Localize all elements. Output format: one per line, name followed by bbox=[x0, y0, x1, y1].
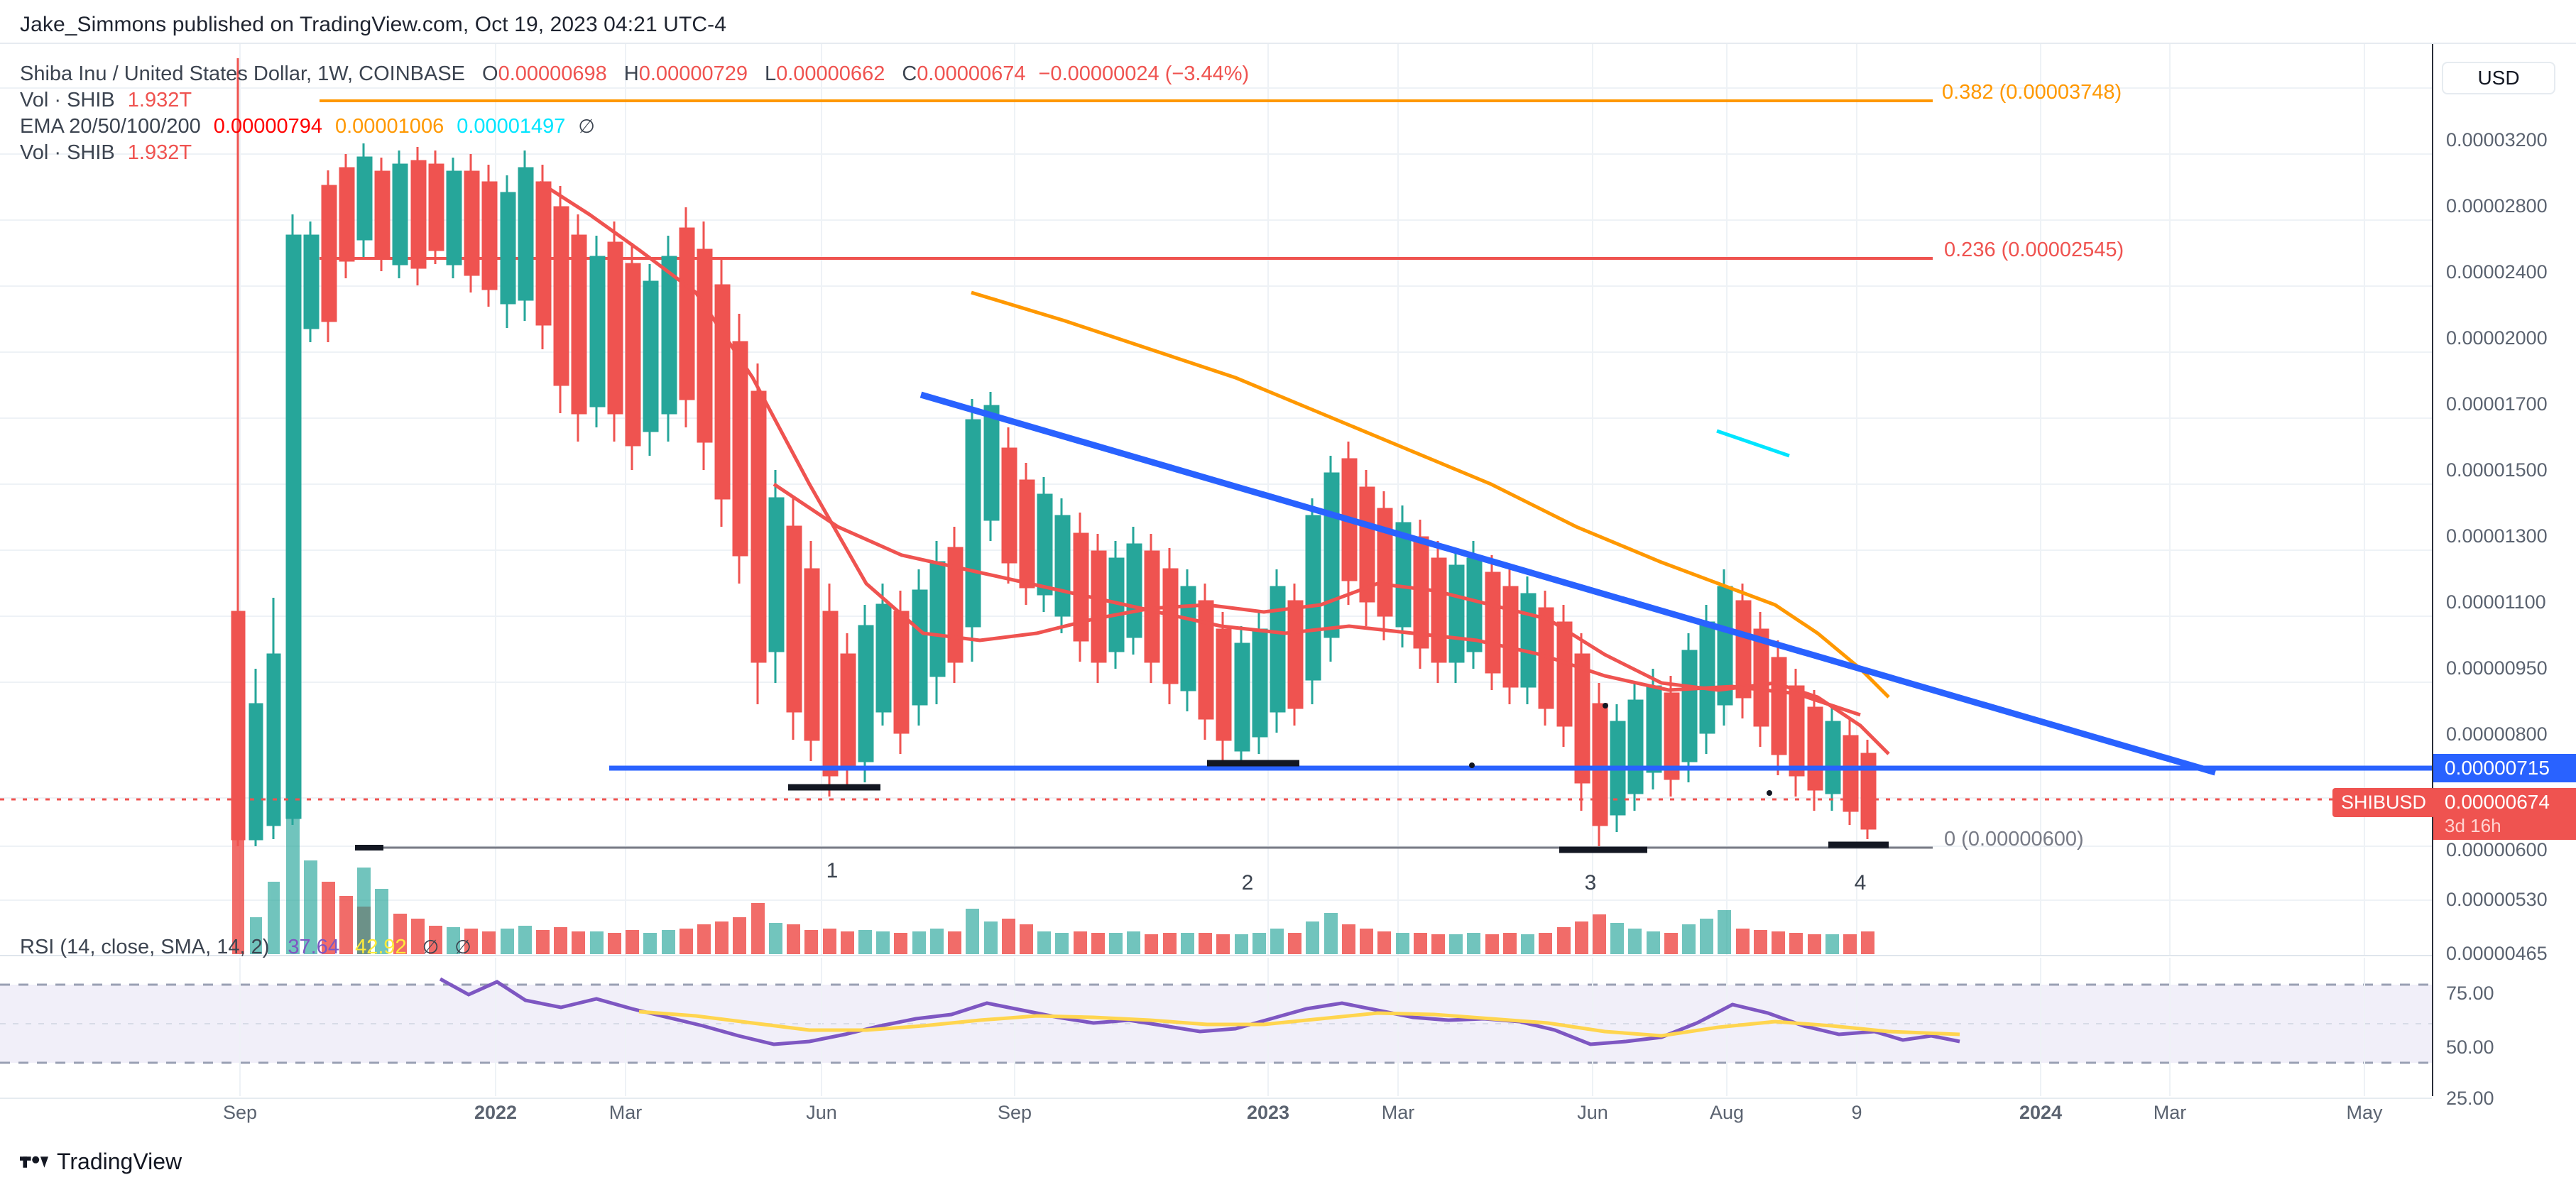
rsi-line bbox=[439, 977, 1960, 1046]
price-tick: 0.00003200 bbox=[2446, 129, 2548, 151]
rsi-pane[interactable] bbox=[0, 958, 2432, 1096]
legend-ema-title[interactable]: EMA 20/50/100/200 bbox=[20, 115, 201, 138]
legend-row-volume-2[interactable]: Vol · SHIB 1.932T bbox=[20, 140, 1249, 166]
fib-label-0: 0 (0.00000600) bbox=[1944, 828, 2084, 850]
rsi-legend-title[interactable]: RSI (14, close, SMA, 14, 2) bbox=[20, 936, 270, 958]
wave-label-4: 4 bbox=[1854, 871, 1867, 895]
time-tick: Mar bbox=[1381, 1102, 1415, 1123]
legend-change: −0.00000024 (−3.44%) bbox=[1038, 62, 1250, 85]
legend-volume-value: 1.932T bbox=[127, 89, 192, 112]
wave-marker-segments bbox=[788, 760, 1889, 853]
grid-vertical bbox=[239, 44, 2365, 955]
time-tick: Sep bbox=[997, 1102, 1032, 1123]
last-price-value: 0.00000674 bbox=[2445, 791, 2550, 813]
last-price-badge: 0.00000674 3d 16h bbox=[2433, 788, 2576, 840]
legend-high-key: H bbox=[623, 62, 639, 85]
rsi-legend[interactable]: RSI (14, close, SMA, 14, 2) 37.64 42.92 … bbox=[20, 936, 471, 959]
legend-high-val: 0.00000729 bbox=[638, 62, 748, 85]
chart-frame: 0.382 (0.00003748) 0.236 (0.00002545) 0 … bbox=[0, 43, 2576, 1123]
price-tick: 0.00001500 bbox=[2446, 459, 2548, 481]
legend-ema50-value: 0.00001006 bbox=[334, 115, 444, 138]
dot-annotations bbox=[1469, 703, 1772, 796]
legend-row-volume[interactable]: Vol · SHIB 1.932T bbox=[20, 87, 1249, 114]
candlestick-series bbox=[231, 58, 1877, 846]
rsi-value: 37.64 bbox=[288, 936, 339, 958]
time-tick: Mar bbox=[2153, 1102, 2187, 1123]
chart-legend[interactable]: Shiba Inu / United States Dollar, 1W, CO… bbox=[20, 61, 1249, 166]
legend-ema100-value: 0.00001497 bbox=[457, 115, 566, 138]
time-tick: 2023 bbox=[1246, 1102, 1290, 1123]
bar-countdown: 3d 16h bbox=[2445, 815, 2501, 836]
time-tick: Sep bbox=[222, 1102, 258, 1123]
price-tick: 0.00001300 bbox=[2446, 525, 2548, 547]
time-axis[interactable]: Sep 2022 Mar Jun Sep 2023 Mar Jun Aug 9 … bbox=[0, 1098, 2432, 1125]
footer-branding: TradingView bbox=[20, 1149, 182, 1175]
price-tick: 0.00002800 bbox=[2446, 195, 2548, 217]
time-tick: Jun bbox=[1577, 1102, 1608, 1123]
legend-open-val: 0.00000698 bbox=[498, 62, 607, 85]
support-price-badge: 0.00000715 bbox=[2433, 754, 2576, 782]
rsi-nil-2: ∅ bbox=[454, 936, 471, 958]
legend-volume-value-2: 1.932T bbox=[127, 141, 192, 165]
tradingview-brand-text: TradingView bbox=[57, 1149, 182, 1174]
price-tick: 0.00000465 bbox=[2446, 943, 2548, 964]
rsi-nil-1: ∅ bbox=[422, 936, 440, 958]
wave-label-3: 3 bbox=[1584, 871, 1597, 895]
price-axis[interactable]: USD 0.00003200 0.00002800 0.00002400 0.0… bbox=[2432, 44, 2576, 1108]
symbol-price-tag: SHIBUSD bbox=[2332, 788, 2435, 817]
rsi-sma-value: 42.92 bbox=[355, 936, 407, 958]
legend-volume-title-2[interactable]: Vol · SHIB bbox=[20, 141, 115, 165]
time-tick: 2022 bbox=[474, 1102, 518, 1123]
legend-ema20-value: 0.00000794 bbox=[213, 115, 322, 138]
legend-ema200-value: ∅ bbox=[578, 116, 595, 138]
legend-symbol-title[interactable]: Shiba Inu / United States Dollar, 1W, CO… bbox=[20, 62, 466, 85]
ema-200-short-line bbox=[1716, 429, 1790, 458]
rsi-tick: 75.00 bbox=[2446, 983, 2494, 1004]
price-tick: 0.00000600 bbox=[2446, 839, 2548, 860]
fib-label-236: 0.236 (0.00002545) bbox=[1944, 239, 2124, 261]
price-tick: 0.00001100 bbox=[2446, 591, 2546, 613]
rsi-tick: 50.00 bbox=[2446, 1036, 2494, 1058]
time-tick: Mar bbox=[608, 1102, 643, 1123]
time-tick: May bbox=[2346, 1102, 2383, 1123]
time-tick: 9 bbox=[1851, 1102, 1862, 1123]
wave-label-2: 2 bbox=[1241, 871, 1254, 895]
time-tick: Aug bbox=[1709, 1102, 1745, 1123]
legend-close-val: 0.00000674 bbox=[917, 62, 1026, 85]
legend-volume-title[interactable]: Vol · SHIB bbox=[20, 89, 115, 112]
price-tick: 0.00000530 bbox=[2446, 889, 2548, 910]
legend-open-key: O bbox=[482, 62, 498, 85]
legend-row-ema[interactable]: EMA 20/50/100/200 0.00000794 0.00001006 … bbox=[20, 114, 1249, 140]
price-tick: 0.00002000 bbox=[2446, 327, 2548, 349]
price-tick: 0.00001700 bbox=[2446, 393, 2548, 415]
price-tick: 0.00000800 bbox=[2446, 723, 2548, 745]
fib-label-382: 0.382 (0.00003748) bbox=[1942, 81, 2122, 104]
legend-low-val: 0.00000662 bbox=[776, 62, 885, 85]
rsi-tick: 25.00 bbox=[2446, 1088, 2494, 1109]
ema-100-line bbox=[971, 290, 1890, 699]
time-tick: Jun bbox=[806, 1102, 837, 1123]
legend-row-symbol[interactable]: Shiba Inu / United States Dollar, 1W, CO… bbox=[20, 61, 1249, 87]
legend-close-key: C bbox=[902, 62, 917, 85]
ema-50-line bbox=[773, 482, 1861, 717]
descending-resistance-trendline bbox=[919, 391, 2217, 776]
price-tick: 0.00000950 bbox=[2446, 657, 2548, 679]
volume-histogram bbox=[232, 797, 1874, 954]
wave-label-1: 1 bbox=[826, 859, 839, 882]
currency-selector[interactable]: USD bbox=[2442, 62, 2555, 94]
price-tick: 0.00002400 bbox=[2446, 261, 2548, 283]
price-pane[interactable]: 0.382 (0.00003748) 0.236 (0.00002545) 0 … bbox=[0, 44, 2432, 956]
legend-low-key: L bbox=[764, 62, 777, 85]
tradingview-logo-icon bbox=[20, 1156, 48, 1168]
time-tick: 2024 bbox=[2019, 1102, 2063, 1123]
rsi-sma-line bbox=[638, 1010, 1960, 1038]
attribution-text: Jake_Simmons published on TradingView.co… bbox=[20, 13, 727, 36]
